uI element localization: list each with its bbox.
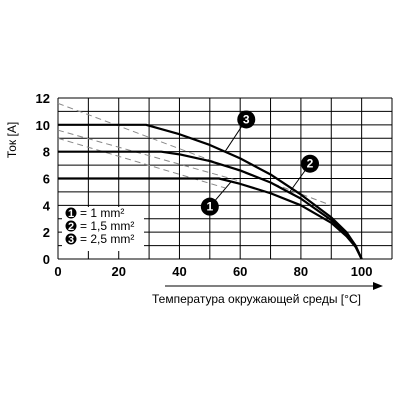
y-tick-label: 8 xyxy=(43,145,50,160)
callout-badge-3 xyxy=(237,110,256,129)
legend-badge-label: 2 xyxy=(68,221,74,233)
legend-badge-2 xyxy=(65,220,77,232)
y-axis-label: Ток [A] xyxy=(5,122,19,158)
y-tick-label: 12 xyxy=(36,91,50,106)
callout-label-3: 3 xyxy=(243,112,250,126)
legend: 1 = 1 mm² 2 = 1,5 mm² 3 = 2,5 mm² xyxy=(62,206,144,251)
legend-entry-text: = 2,5 mm² xyxy=(80,232,134,246)
series-line-3 xyxy=(58,123,363,260)
dashed-reference-line xyxy=(57,102,332,206)
dashed-reference-lines xyxy=(57,102,332,206)
y-tick-label: 0 xyxy=(43,252,50,267)
grid xyxy=(57,97,393,260)
callout-label-2: 2 xyxy=(307,157,314,171)
y-tick-label: 2 xyxy=(43,225,50,240)
legend-badge-label: 1 xyxy=(68,208,74,220)
y-tick-label: 4 xyxy=(43,198,51,213)
x-tick-label: 60 xyxy=(233,264,247,279)
x-tick-label: 40 xyxy=(172,264,186,279)
callout-badge-1 xyxy=(200,197,219,216)
legend-badge-1 xyxy=(65,207,77,219)
x-tick-label: 20 xyxy=(111,264,125,279)
series-lines xyxy=(58,123,363,260)
dashed-reference-line xyxy=(57,129,241,182)
legend-badge-3 xyxy=(65,233,77,245)
x-axis-label: Температура окружающей среды [°C] xyxy=(152,292,361,306)
legend-entry-text: = 1 mm² xyxy=(80,206,124,220)
y-tick-label: 10 xyxy=(36,118,50,133)
x-tick-label: 80 xyxy=(294,264,308,279)
dashed-reference-line xyxy=(57,137,226,189)
legend-entry-text: = 1,5 mm² xyxy=(80,219,134,233)
y-tick-label: 6 xyxy=(43,172,50,187)
series-callouts: 3 2 1 xyxy=(200,110,320,216)
x-tick-label: 0 xyxy=(54,264,61,279)
series-line-1 xyxy=(58,177,363,260)
legend-badge-label: 3 xyxy=(68,234,74,246)
callout-label-1: 1 xyxy=(206,200,213,214)
x-tick-label: 100 xyxy=(351,264,373,279)
callout-badge-2 xyxy=(301,154,320,173)
